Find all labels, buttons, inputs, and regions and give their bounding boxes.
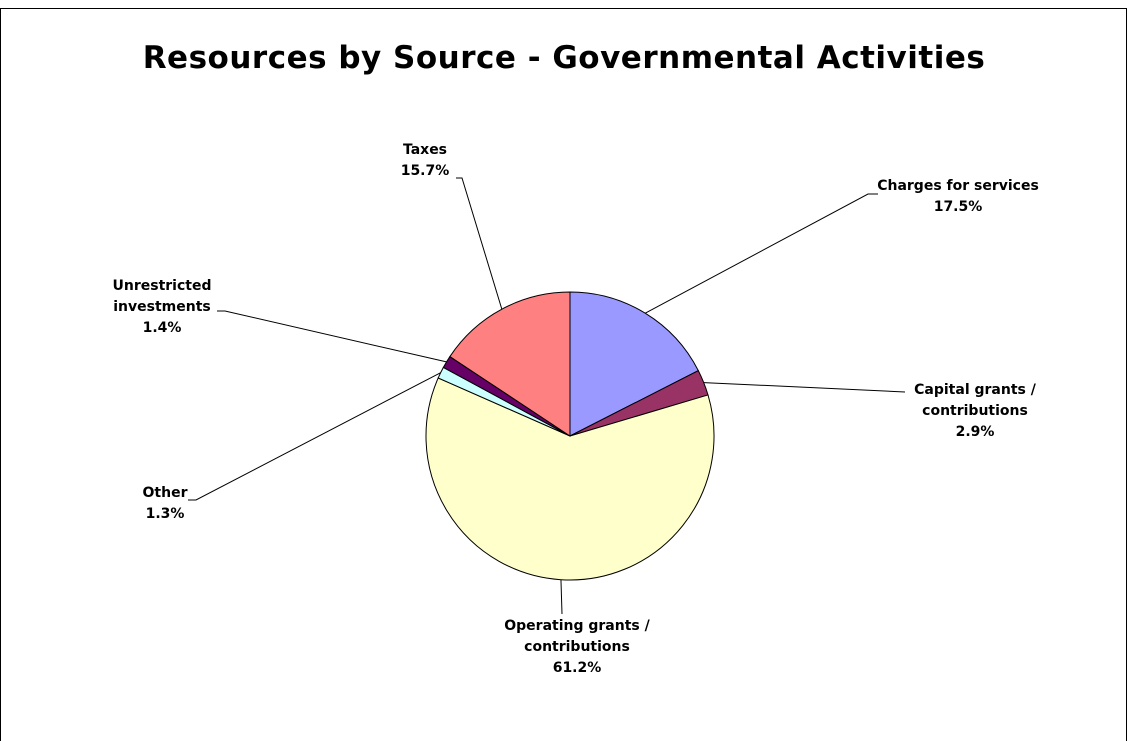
slice-percent-label: 2.9% xyxy=(956,424,995,440)
pie-slice-charges-for-services xyxy=(569,291,699,437)
slice-percent-label: 17.5% xyxy=(934,199,983,215)
slice-name-label: Other xyxy=(143,485,188,501)
slice-name-label: investments xyxy=(113,299,211,315)
slice-name-label: Unrestricted xyxy=(113,278,212,294)
chart-frame xyxy=(0,8,1127,741)
pie-slice-taxes xyxy=(449,291,571,437)
slice-name-label: Operating grants / xyxy=(504,618,650,634)
leader-line xyxy=(645,193,878,314)
leader-line xyxy=(217,310,447,363)
leader-line xyxy=(560,579,563,615)
leader-lines xyxy=(188,177,906,615)
slice-percent-label: 1.3% xyxy=(146,506,185,522)
slice-percent-label: 1.4% xyxy=(143,320,182,336)
leader-line xyxy=(703,382,906,393)
leader-line xyxy=(456,177,503,310)
slice-name-label: Capital grants / xyxy=(914,382,1037,398)
slice-name-label: Taxes xyxy=(403,142,447,158)
leader-line xyxy=(188,372,441,501)
slice-percent-label: 15.7% xyxy=(401,163,450,179)
slice-name-label: Charges for services xyxy=(877,178,1039,194)
pie-slices xyxy=(425,291,715,581)
pie-slice-operating-grants-contributions xyxy=(425,377,715,581)
slice-name-label: contributions xyxy=(524,639,630,655)
chart-title: Resources by Source - Governmental Activ… xyxy=(142,40,986,76)
slice-labels: Charges for services 17.5% Capital grants … xyxy=(113,142,1039,676)
slice-percent-label: 61.2% xyxy=(553,660,602,676)
slice-name-label: contributions xyxy=(922,403,1028,419)
